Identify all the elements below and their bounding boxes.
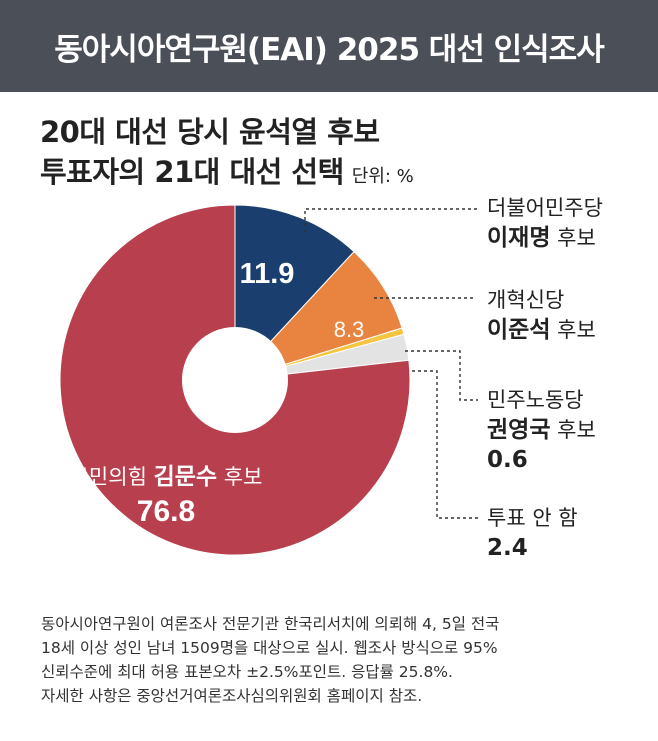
label-kim: 국민의힘 김문수 후보 76.8: [0, 462, 332, 532]
leader-line-novote: [412, 370, 478, 519]
header-bar: 동아시아연구원(EAI) 2025 대선 인식조사: [0, 0, 658, 92]
label-lee-js-name: 이준석: [487, 317, 551, 343]
label-kim-party: 국민의힘: [69, 465, 147, 489]
header-title: 동아시아연구원(EAI) 2025 대선 인식조사: [54, 31, 604, 68]
leader-line-lee-jm: [304, 208, 478, 232]
label-kwon-suffix: 후보: [557, 418, 596, 442]
label-lee-jm-name: 이재명: [487, 225, 551, 251]
pie-hole: [182, 327, 288, 433]
label-novote-name: 투표 안 함: [487, 506, 578, 530]
unit-label: 단위: %: [351, 166, 414, 187]
label-kwon-value: 0.6: [487, 447, 528, 473]
label-kim-value: 76.8: [136, 495, 196, 528]
label-kwon: 민주노동당 권영국 후보 0.6: [487, 385, 596, 475]
label-lee-js-suffix: 후보: [557, 318, 596, 342]
footnote-line4: 자세한 사항은 중앙선거여론조사심의위원회 홈페이지 참조.: [41, 687, 423, 705]
footnote-line3: 신뢰수준에 최대 허용 표본오차 ±2.5%포인트. 응답률 25.8%.: [41, 663, 453, 681]
label-lee-jm: 더불어민주당 이재명 후보: [487, 193, 603, 253]
chart-title-line1: 20대 대선 당시 윤석열 후보: [40, 115, 380, 149]
label-lee-js: 개혁신당 이준석 후보: [487, 285, 596, 345]
label-lee-jm-party: 더불어민주당: [487, 196, 603, 220]
label-novote-value: 2.4: [487, 535, 528, 561]
label-kwon-name: 권영국: [487, 417, 551, 443]
footnote-line2: 18세 이상 성인 남녀 1509명을 대상으로 실시. 웹조사 방식으로 95…: [41, 639, 498, 657]
label-lee-jm-suffix: 후보: [557, 226, 596, 250]
leader-line-kwon: [405, 350, 478, 401]
label-kim-name: 김문수: [153, 464, 218, 490]
label-kwon-party: 민주노동당: [487, 388, 584, 412]
label-lee-js-party: 개혁신당: [487, 288, 565, 312]
footnote-line1: 동아시아연구원이 여론조사 전문기관 한국리서치에 의뢰해 4, 5일 전국: [41, 615, 500, 633]
value-label-lee-js: 8.3: [334, 317, 365, 342]
value-label-lee-jm: 11.9: [240, 258, 295, 290]
chart-title-line2: 투표자의 21대 대선 선택: [40, 155, 344, 189]
chart-title: 20대 대선 당시 윤석열 후보 투표자의 21대 대선 선택 단위: %: [40, 112, 414, 197]
label-novote: 투표 안 함 2.4: [487, 503, 578, 563]
footnote: 동아시아연구원이 여론조사 전문기관 한국리서치에 의뢰해 4, 5일 전국 1…: [41, 612, 631, 708]
label-kim-suffix: 후보: [223, 465, 263, 489]
